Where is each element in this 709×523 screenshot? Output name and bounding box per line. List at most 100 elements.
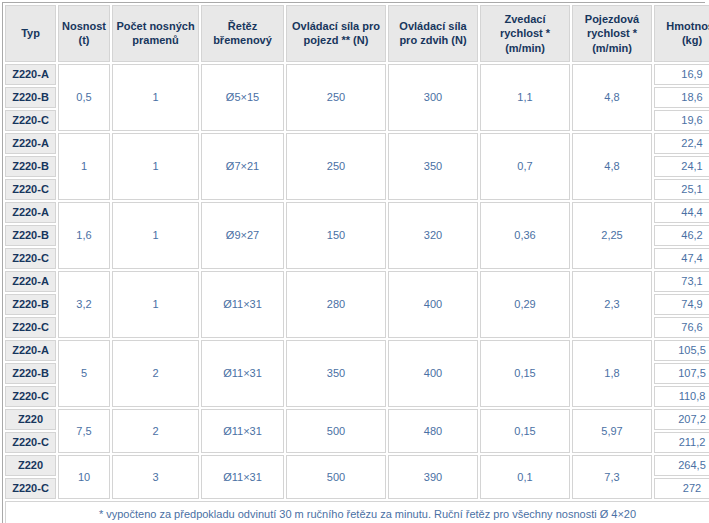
- hmotnost-cell: 74,9: [654, 294, 709, 315]
- table-row: Z220-A52Ø11×313504000,151,8105,5: [5, 340, 709, 361]
- sila-pojezd-cell: 250: [286, 64, 386, 131]
- type-cell: Z220-B: [5, 225, 56, 246]
- type-cell: Z220: [5, 455, 56, 476]
- hmotnost-cell: 207,2: [654, 409, 709, 430]
- column-header-retez: Řetěz břemenový: [201, 5, 284, 62]
- table-body: Z220-A0,51Ø5×152503001,14,816,9Z220-B18,…: [5, 64, 709, 499]
- pojezdova-rychlost-cell: 2,25: [572, 202, 652, 269]
- zvedaci-rychlost-cell: 0,15: [480, 340, 570, 407]
- retez-cell: Ø11×31: [201, 271, 284, 338]
- type-cell: Z220-C: [5, 110, 56, 131]
- table-row: Z220103Ø11×315003900,17,3264,5: [5, 455, 709, 476]
- prameny-cell: 2: [112, 340, 199, 407]
- pojezdova-rychlost-cell: 4,8: [572, 133, 652, 200]
- type-cell: Z220-B: [5, 294, 56, 315]
- prameny-cell: 2: [112, 409, 199, 453]
- sila-zdvih-cell: 400: [388, 271, 478, 338]
- prameny-cell: 1: [112, 271, 199, 338]
- type-cell: Z220-A: [5, 202, 56, 223]
- table-header: Typ Nosnost (t) Počet nosných pramenů Ře…: [5, 5, 709, 62]
- table-row: Z220-A11Ø7×212503500,74,822,4: [5, 133, 709, 154]
- type-cell: Z220-C: [5, 317, 56, 338]
- sila-zdvih-cell: 320: [388, 202, 478, 269]
- table-row: Z2207,52Ø11×315004800,155,97207,2: [5, 409, 709, 430]
- sila-pojezd-cell: 350: [286, 340, 386, 407]
- retez-cell: Ø11×31: [201, 340, 284, 407]
- hmotnost-cell: 105,5: [654, 340, 709, 361]
- sila-zdvih-cell: 480: [388, 409, 478, 453]
- zvedaci-rychlost-cell: 0,36: [480, 202, 570, 269]
- type-cell: Z220-A: [5, 340, 56, 361]
- header-row: Typ Nosnost (t) Počet nosných pramenů Ře…: [5, 5, 709, 62]
- column-header-sila-zdvih: Ovládací síla pro zdvih (N): [388, 5, 478, 62]
- nosnost-cell: 7,5: [58, 409, 110, 453]
- hmotnost-cell: 19,6: [654, 110, 709, 131]
- type-cell: Z220-C: [5, 248, 56, 269]
- nosnost-cell: 1,6: [58, 202, 110, 269]
- pojezdova-rychlost-cell: 4,8: [572, 64, 652, 131]
- hmotnost-cell: 24,1: [654, 156, 709, 177]
- type-cell: Z220-B: [5, 87, 56, 108]
- table-row: Z220-A1,61Ø9×271503200,362,2544,4: [5, 202, 709, 223]
- sila-zdvih-cell: 300: [388, 64, 478, 131]
- nosnost-cell: 5: [58, 340, 110, 407]
- hmotnost-cell: 47,4: [654, 248, 709, 269]
- hmotnost-cell: 44,4: [654, 202, 709, 223]
- hmotnost-cell: 25,1: [654, 179, 709, 200]
- column-header-nosnost: Nosnost (t): [58, 5, 110, 62]
- type-cell: Z220-A: [5, 133, 56, 154]
- sila-pojezd-cell: 500: [286, 409, 386, 453]
- pojezdova-rychlost-cell: 7,3: [572, 455, 652, 499]
- hmotnost-cell: 18,6: [654, 87, 709, 108]
- footnotes-cell: * vypočteno za předpokladu odvinutí 30 m…: [5, 501, 709, 523]
- zvedaci-rychlost-cell: 0,29: [480, 271, 570, 338]
- type-cell: Z220-B: [5, 363, 56, 384]
- sila-pojezd-cell: 280: [286, 271, 386, 338]
- zvedaci-rychlost-cell: 0,1: [480, 455, 570, 499]
- column-header-hmotnost: Hmotnost (kg): [654, 5, 709, 62]
- hmotnost-cell: 76,6: [654, 317, 709, 338]
- column-header-typ: Typ: [5, 5, 56, 62]
- zvedaci-rychlost-cell: 0,7: [480, 133, 570, 200]
- prameny-cell: 1: [112, 133, 199, 200]
- prameny-cell: 1: [112, 64, 199, 131]
- table-row: Z220-A0,51Ø5×152503001,14,816,9: [5, 64, 709, 85]
- type-cell: Z220-C: [5, 478, 56, 499]
- nosnost-cell: 10: [58, 455, 110, 499]
- hmotnost-cell: 272: [654, 478, 709, 499]
- nosnost-cell: 1: [58, 133, 110, 200]
- pojezdova-rychlost-cell: 1,8: [572, 340, 652, 407]
- hmotnost-cell: 264,5: [654, 455, 709, 476]
- column-header-pocet-pramenu: Počet nosných pramenů: [112, 5, 199, 62]
- retez-cell: Ø5×15: [201, 64, 284, 131]
- prameny-cell: 3: [112, 455, 199, 499]
- sila-pojezd-cell: 150: [286, 202, 386, 269]
- spec-table-container: Typ Nosnost (t) Počet nosných pramenů Ře…: [2, 2, 705, 523]
- pojezdova-rychlost-cell: 2,3: [572, 271, 652, 338]
- sila-pojezd-cell: 250: [286, 133, 386, 200]
- type-cell: Z220-A: [5, 64, 56, 85]
- zvedaci-rychlost-cell: 0,15: [480, 409, 570, 453]
- hmotnost-cell: 107,5: [654, 363, 709, 384]
- type-cell: Z220-A: [5, 271, 56, 292]
- hmotnost-cell: 22,4: [654, 133, 709, 154]
- sila-zdvih-cell: 350: [388, 133, 478, 200]
- nosnost-cell: 0,5: [58, 64, 110, 131]
- retez-cell: Ø7×21: [201, 133, 284, 200]
- sila-pojezd-cell: 500: [286, 455, 386, 499]
- sila-zdvih-cell: 400: [388, 340, 478, 407]
- hmotnost-cell: 73,1: [654, 271, 709, 292]
- type-cell: Z220-C: [5, 432, 56, 453]
- retez-cell: Ø11×31: [201, 409, 284, 453]
- hmotnost-cell: 16,9: [654, 64, 709, 85]
- column-header-pojezdova-rychlost: Pojezdová rychlost * (m/min): [572, 5, 652, 62]
- footnote-hoist-speed: * vypočteno za předpokladu odvinutí 30 m…: [8, 506, 709, 523]
- retez-cell: Ø9×27: [201, 202, 284, 269]
- pojezdova-rychlost-cell: 5,97: [572, 409, 652, 453]
- retez-cell: Ø11×31: [201, 455, 284, 499]
- hoist-spec-table: Typ Nosnost (t) Počet nosných pramenů Ře…: [3, 3, 709, 523]
- column-header-sila-pojezd: Ovládací síla pro pojezd ** (N): [286, 5, 386, 62]
- type-cell: Z220: [5, 409, 56, 430]
- nosnost-cell: 3,2: [58, 271, 110, 338]
- table-footer: * vypočteno za předpokladu odvinutí 30 m…: [5, 501, 709, 523]
